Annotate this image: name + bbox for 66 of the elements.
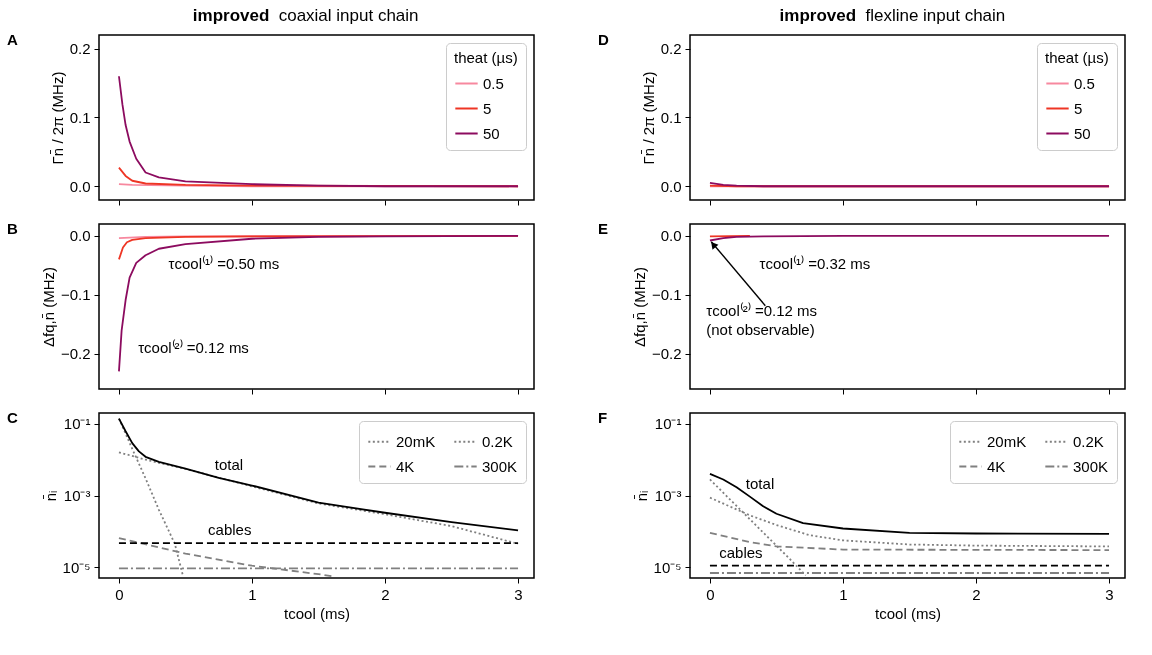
y-tick-label: 10⁻³ (63, 487, 91, 504)
y-tick-label: 0.1 (660, 109, 682, 126)
annotation: total (214, 455, 244, 473)
legend-label: 300K (1073, 457, 1109, 475)
text: B (7, 220, 18, 237)
legend-label: 50 (1074, 124, 1091, 142)
y-tick-label: −0.1 (60, 286, 91, 304)
legend-label: 4K (396, 457, 415, 475)
chart-title: improved coaxial input chain (192, 6, 419, 25)
text: E (598, 220, 609, 237)
annotation: τcool⁽²⁾ =0.12 ms (not observable) (706, 301, 818, 338)
legend-label: 0.2K (482, 432, 513, 450)
x-tick-label: 1 (839, 585, 848, 603)
legend-label: 0.2K (1073, 432, 1104, 450)
x-tick-label: 3 (514, 585, 523, 603)
y-tick-label: 10⁻³ (654, 487, 682, 504)
y-tick-label: −0.2 (60, 345, 91, 363)
y-tick-label: 10⁻¹ (654, 415, 682, 433)
legend-label: 50 (483, 124, 500, 142)
legend-label: 5 (1074, 99, 1083, 117)
annotation: τcool⁽¹⁾ =0.50 ms (168, 254, 280, 272)
y-axis-title: Δfq,n̄ (MHz) (630, 266, 648, 348)
y-tick-label: −0.2 (651, 345, 682, 363)
legend-label: 0.5 (483, 74, 504, 92)
legend-label: 0.5 (1074, 74, 1095, 92)
x-tick-label: 0 (706, 585, 715, 603)
x-tick-label: 1 (248, 585, 257, 603)
y-tick-label: 10⁻⁵ (62, 558, 91, 576)
y-axis-title: n̄ᵢ (632, 490, 650, 502)
annotation: total (745, 474, 775, 492)
y-tick-label: 0.0 (69, 227, 91, 245)
y-axis-title: n̄ᵢ (41, 490, 59, 502)
y-tick-label: 0.2 (69, 40, 91, 58)
x-tick-label: 3 (1105, 585, 1114, 603)
text: C (7, 409, 18, 426)
y-axis-title: Δfq,n̄ (MHz) (39, 266, 57, 348)
y-tick-label: −0.1 (651, 286, 682, 304)
y-tick-label: 0.1 (69, 109, 91, 126)
y-axis-title: Γn̄ / 2π (MHz) (48, 71, 66, 165)
y-tick-label: 10⁻¹ (63, 415, 91, 433)
y-tick-label: 0.0 (660, 227, 682, 245)
annotation: τcool⁽¹⁾ =0.32 ms (759, 254, 871, 272)
x-tick-label: 2 (972, 585, 981, 603)
y-tick-label: 0.0 (660, 177, 682, 195)
text: F (598, 409, 608, 426)
y-tick-label: 10⁻⁵ (653, 558, 682, 576)
legend-label: 5 (483, 99, 492, 117)
x-axis-title: tcool (ms) (284, 604, 350, 622)
x-axis-title: tcool (ms) (875, 604, 941, 622)
legend-title: theat (µs) (454, 49, 518, 66)
legend-label: 20mK (396, 432, 436, 450)
annotation: τcool⁽²⁾ =0.12 ms (138, 338, 249, 356)
text: A (7, 31, 18, 48)
annotation: cables (208, 521, 252, 539)
legend-label: 300K (482, 457, 518, 475)
legend-title: theat (µs) (1045, 49, 1109, 66)
chart-title: improved flexline input chain (779, 6, 1006, 25)
x-tick-label: 0 (115, 585, 124, 603)
text: D (598, 31, 609, 48)
y-tick-label: 0.2 (660, 40, 682, 58)
legend-label: 20mK (987, 432, 1027, 450)
y-axis-title: Γn̄ / 2π (MHz) (639, 71, 657, 165)
annotation: cables (719, 543, 763, 561)
x-tick-label: 2 (381, 585, 390, 603)
y-tick-label: 0.0 (69, 177, 91, 195)
legend-label: 4K (987, 457, 1006, 475)
